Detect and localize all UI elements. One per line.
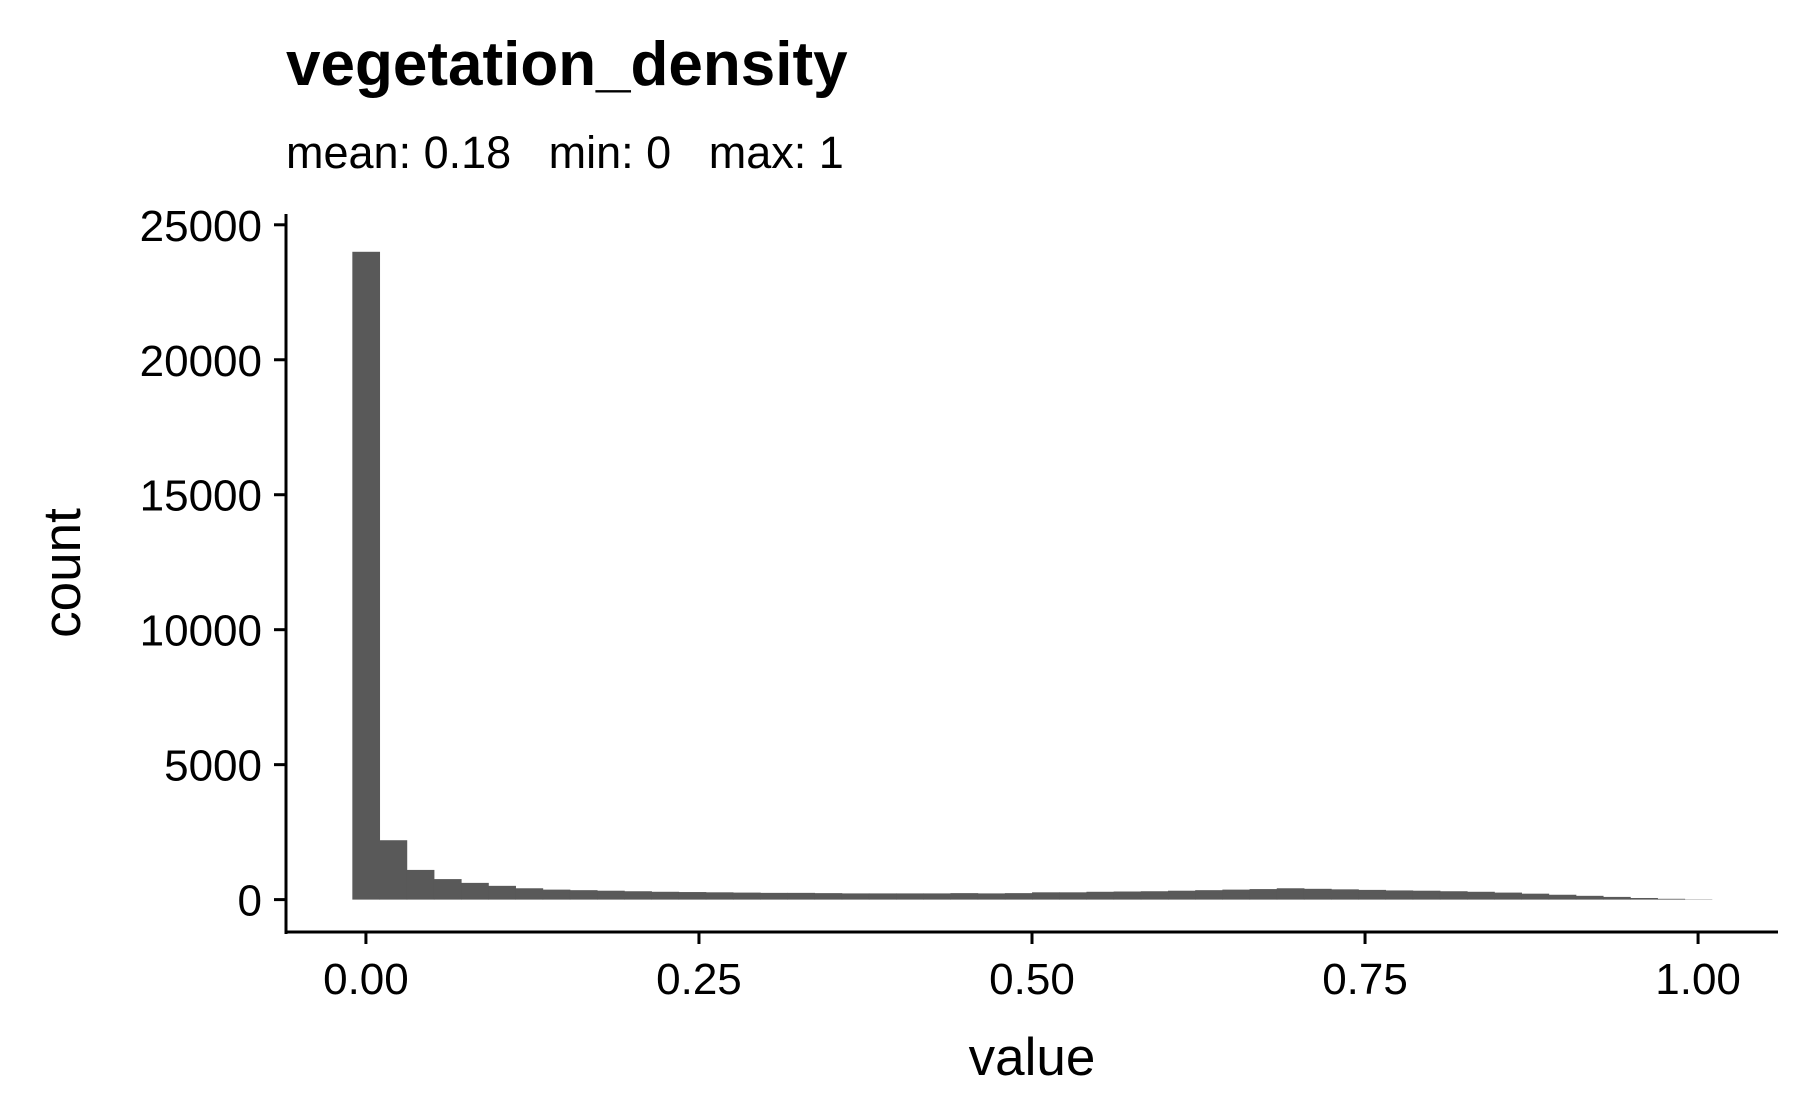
histogram-bars <box>352 251 1713 900</box>
x-axis-ticks: 0.00 0.25 0.50 0.75 1.00 <box>323 932 1741 1004</box>
y-tick-label: 15000 <box>140 472 262 521</box>
histogram-bar <box>515 888 544 900</box>
histogram-bar <box>1548 894 1577 900</box>
histogram-bar <box>950 893 979 900</box>
histogram-bar <box>461 882 489 900</box>
histogram-bar <box>542 889 571 900</box>
histogram-bar <box>896 893 924 900</box>
histogram-bar <box>705 892 734 900</box>
y-tick-label: 10000 <box>140 607 262 656</box>
y-tick-label: 5000 <box>164 742 262 791</box>
histogram-bar <box>1494 892 1522 900</box>
x-tick-label: 0.00 <box>323 955 409 1004</box>
histogram-bar <box>923 893 951 900</box>
y-tick-label: 20000 <box>140 337 262 386</box>
histogram-bar <box>1168 890 1196 900</box>
histogram-bar <box>1657 898 1686 900</box>
histogram-bar <box>1603 896 1631 900</box>
histogram-bar <box>1113 891 1142 900</box>
histogram-bar <box>787 892 816 900</box>
histogram-bar <box>1004 893 1033 900</box>
x-tick-label: 1.00 <box>1655 955 1741 1004</box>
histogram-bar <box>1249 889 1278 900</box>
histogram-bar <box>488 885 516 900</box>
y-axis-ticks: 0 5000 10000 15000 20000 25000 <box>140 202 286 926</box>
histogram-bar <box>732 892 761 900</box>
y-tick-label: 0 <box>238 877 262 926</box>
x-tick-label: 0.50 <box>989 955 1075 1004</box>
histogram-bar <box>569 890 598 900</box>
y-axis-title: count <box>33 508 92 638</box>
histogram-bar <box>1140 891 1169 900</box>
x-tick-label: 0.75 <box>1322 955 1408 1004</box>
histogram-bar <box>814 893 843 900</box>
histogram-bar <box>1467 891 1495 900</box>
histogram-bar <box>624 891 652 900</box>
histogram-bar <box>1086 891 1115 900</box>
histogram-bar <box>1303 888 1332 900</box>
y-tick-label: 25000 <box>140 202 262 251</box>
x-tick-label: 0.25 <box>656 955 742 1004</box>
histogram-bar <box>379 840 408 900</box>
histogram-bar <box>760 892 788 900</box>
histogram-bar <box>1521 893 1550 900</box>
histogram-bar <box>977 893 1006 900</box>
histogram-bar <box>1575 895 1604 900</box>
histogram-bar <box>1331 889 1359 900</box>
histogram-bar <box>1276 888 1305 900</box>
histogram-bar <box>1630 897 1658 900</box>
histogram-bar <box>651 891 680 900</box>
histogram-bar <box>841 893 870 900</box>
histogram-bar <box>1439 891 1468 900</box>
histogram-bar <box>406 869 435 900</box>
histogram-bar <box>597 890 625 900</box>
histogram-bar <box>1059 892 1087 900</box>
histogram-bar <box>1358 889 1387 900</box>
histogram-bar <box>868 893 897 900</box>
histogram-bar <box>352 251 381 900</box>
histogram-bar <box>1412 890 1441 900</box>
chart-subtitle: mean: 0.18 min: 0 max: 1 <box>286 127 844 178</box>
histogram-bar <box>1385 890 1414 900</box>
histogram-bar <box>1195 890 1223 900</box>
histogram-bar <box>678 892 707 900</box>
x-axis-title: value <box>969 1028 1096 1087</box>
histogram-bar <box>1222 889 1251 900</box>
histogram-bar <box>1032 892 1060 900</box>
histogram-bar <box>433 879 462 900</box>
chart-title: vegetation_density <box>286 30 848 99</box>
